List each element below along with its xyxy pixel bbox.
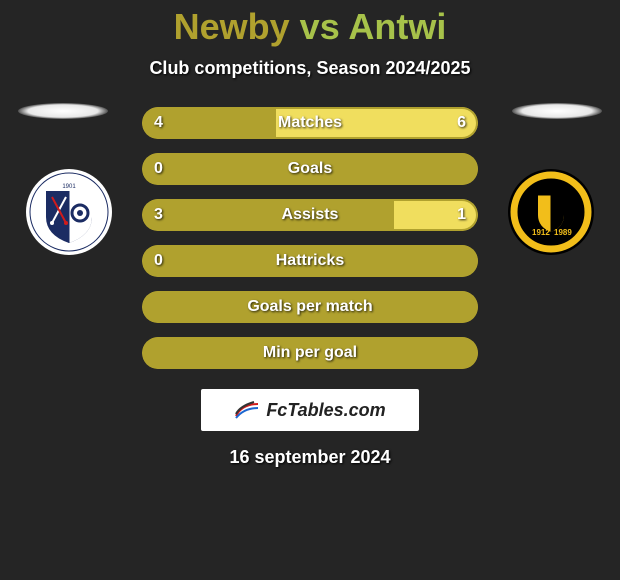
comparison-title: Newby vs Antwi bbox=[0, 0, 620, 48]
title-player-2: Antwi bbox=[348, 6, 446, 47]
stat-bars: Matches46Goals0Assists31Hattricks0Goals … bbox=[142, 107, 478, 369]
stat-bar: Goals per match bbox=[142, 291, 478, 323]
svg-text:1912: 1912 bbox=[532, 228, 550, 237]
fctables-logo-icon bbox=[234, 400, 260, 420]
stat-bar-right-value bbox=[454, 337, 478, 369]
stat-bar-left-value bbox=[142, 337, 166, 369]
stat-bar-right-value: 1 bbox=[445, 199, 478, 231]
stat-bar-left-value: 0 bbox=[142, 245, 175, 277]
right-club-crest: 1912 1989 bbox=[508, 169, 594, 255]
stat-bar-left-value bbox=[142, 291, 166, 323]
stat-bar: Goals0 bbox=[142, 153, 478, 185]
stat-bar-label: Min per goal bbox=[142, 337, 478, 369]
stat-bar: Matches4 6 bbox=[142, 107, 478, 139]
right-halo bbox=[512, 103, 602, 119]
stat-bar-left-value: 0 bbox=[142, 153, 175, 185]
stat-bar-left-value: 4 bbox=[142, 107, 175, 139]
stat-bar-right-value bbox=[454, 245, 478, 277]
watermark-text: FcTables.com bbox=[266, 400, 385, 421]
date-label: 16 september 2024 bbox=[0, 447, 620, 468]
newport-crest-icon: 1912 1989 bbox=[508, 169, 594, 255]
stat-bar-label: Hattricks bbox=[142, 245, 478, 277]
stat-bar-right-value bbox=[454, 153, 478, 185]
barrow-crest-icon: 1901 bbox=[26, 169, 112, 255]
stat-bar-label: Goals per match bbox=[142, 291, 478, 323]
left-club-crest: 1901 bbox=[26, 169, 112, 255]
left-halo bbox=[18, 103, 108, 119]
svg-text:1989: 1989 bbox=[554, 228, 572, 237]
stat-bar-label: Assists bbox=[142, 199, 478, 231]
stat-bar-right-value bbox=[454, 291, 478, 323]
stat-bar-right-value: 6 bbox=[445, 107, 478, 139]
stat-bar-left-value: 3 bbox=[142, 199, 175, 231]
stat-bar-label: Goals bbox=[142, 153, 478, 185]
stats-stage: 1901 1912 1989 Matches46Goals0Assists31H… bbox=[0, 107, 620, 369]
stat-bar-label: Matches bbox=[142, 107, 478, 139]
svg-text:1901: 1901 bbox=[62, 184, 76, 190]
stat-bar: Min per goal bbox=[142, 337, 478, 369]
stat-bar: Assists3 1 bbox=[142, 199, 478, 231]
subtitle: Club competitions, Season 2024/2025 bbox=[0, 58, 620, 79]
title-vs: vs bbox=[290, 6, 349, 47]
stat-bar: Hattricks0 bbox=[142, 245, 478, 277]
watermark-box: FcTables.com bbox=[201, 389, 419, 431]
title-player-1: Newby bbox=[174, 6, 290, 47]
